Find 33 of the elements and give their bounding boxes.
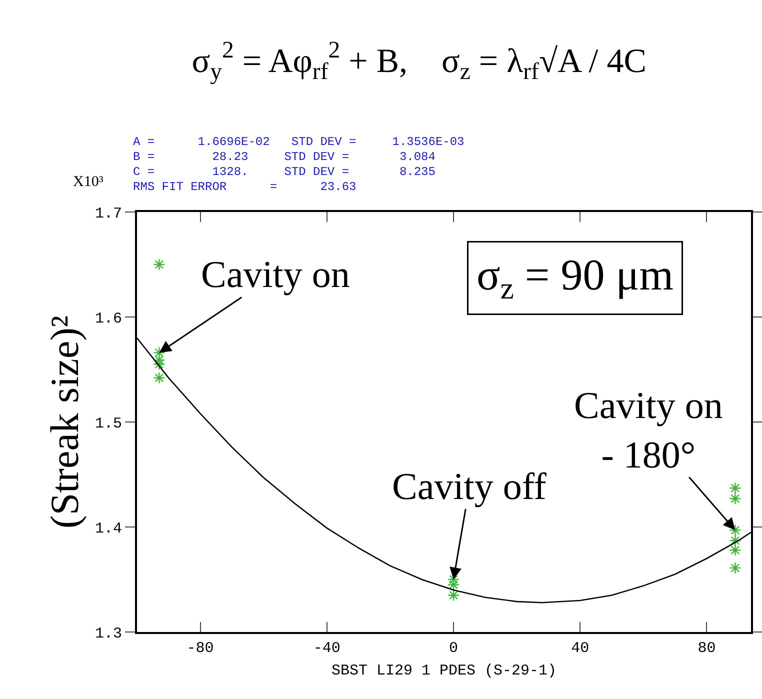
point	[729, 562, 742, 574]
text: B = 28.23 STD DEV = 3.084	[133, 150, 436, 164]
x-tick-label: 0	[448, 640, 458, 657]
point	[729, 534, 742, 547]
y-tick-label: 1.6	[94, 310, 122, 328]
point	[729, 492, 742, 505]
x-axis-title: SBST LI29 1 PDES (S-29-1)	[331, 662, 557, 680]
annotation: σ$_{z}$ = 90 μm	[476, 250, 674, 306]
point	[729, 524, 742, 536]
chart-title: σ$_{y}$$^{2}$ = Aφ$_{rf}$$^{2}$ + B, σ$_{z}$ = λ$_{rf}$√A / 4C	[192, 38, 646, 86]
y-tick-label: 1.5	[94, 415, 122, 432]
x-tick-label: 80	[698, 640, 716, 657]
text: RMS FIT ERROR = 23.63	[133, 180, 356, 194]
text: C = 1328. STD DEV = 8.235	[133, 165, 436, 179]
y-tick-label: 1.3	[94, 625, 122, 642]
point	[729, 544, 742, 556]
point	[153, 258, 166, 270]
annotation: Cavity on - 180°	[574, 385, 723, 476]
y-tick-label: 1.4	[94, 520, 122, 538]
y-tick-label: 1.7	[94, 205, 122, 222]
text: X10³	[73, 174, 104, 190]
point	[153, 372, 166, 384]
y-axis-title: (Streak size)²	[42, 315, 87, 529]
point	[153, 346, 166, 359]
x-tick-label: -40	[313, 640, 340, 657]
text: A = 1.6696E-02 STD DEV = 1.3536E-03	[133, 135, 464, 149]
x-tick-label: 40	[571, 640, 590, 657]
annotation: Cavity off	[392, 466, 547, 508]
point	[729, 482, 742, 494]
point	[447, 574, 460, 586]
point	[447, 589, 460, 602]
x-tick-label: -80	[186, 640, 214, 657]
annotation: Cavity on	[201, 254, 350, 296]
